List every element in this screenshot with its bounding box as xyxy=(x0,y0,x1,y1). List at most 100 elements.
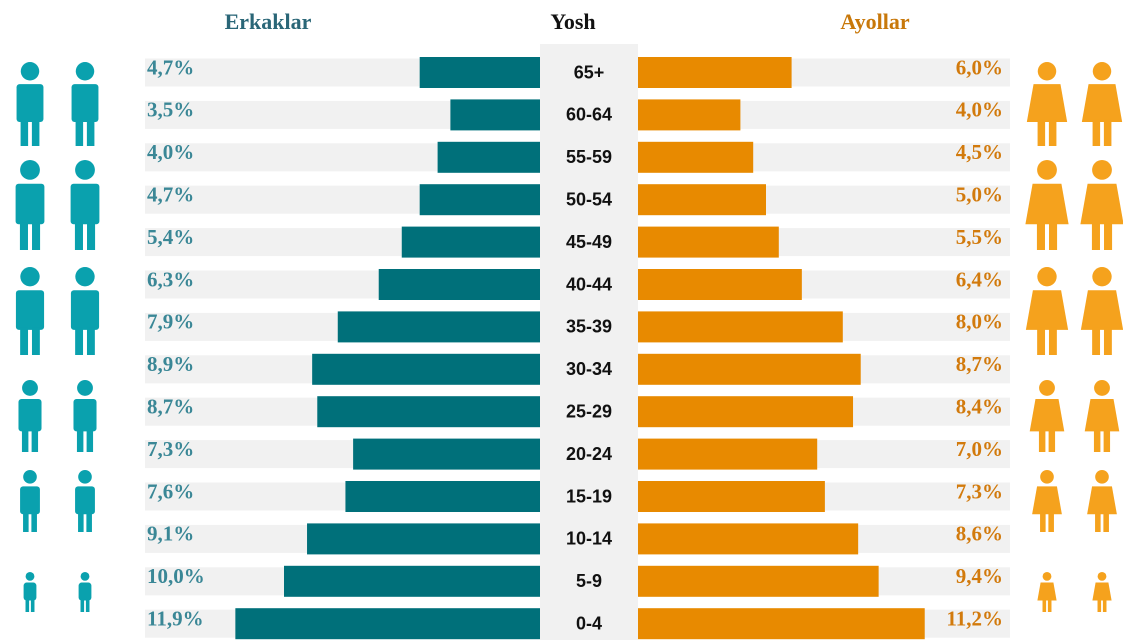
person-icon xyxy=(19,222,28,250)
person-icon xyxy=(15,290,45,330)
bar xyxy=(284,565,540,597)
person-icon xyxy=(70,290,100,330)
person-icon xyxy=(80,572,90,581)
person-icon xyxy=(1032,486,1062,515)
person-icon xyxy=(76,429,84,452)
person-icon xyxy=(23,470,37,484)
person-icon xyxy=(1092,267,1112,287)
bar xyxy=(345,481,540,512)
person-icon xyxy=(1103,119,1112,146)
person-icon xyxy=(20,119,29,146)
category-label: 25-29 xyxy=(566,401,612,421)
value-label: 7,3% xyxy=(956,479,1003,503)
person-icon xyxy=(1093,429,1101,452)
bar xyxy=(307,523,540,555)
person-icon xyxy=(1092,327,1101,355)
category-label: 20-24 xyxy=(566,444,612,464)
bar xyxy=(638,311,843,343)
person-icon xyxy=(86,327,95,355)
value-label: 8,0% xyxy=(956,310,1003,334)
person-icon xyxy=(1092,582,1112,601)
person-icon xyxy=(1047,598,1052,612)
person-icon xyxy=(1037,160,1057,180)
person-icon xyxy=(78,512,84,532)
person-icon xyxy=(1103,429,1111,452)
bar xyxy=(378,269,540,300)
person-icon xyxy=(75,486,95,515)
person-icon xyxy=(1048,119,1057,146)
value-label: 9,4% xyxy=(956,564,1003,588)
bar xyxy=(437,141,540,173)
person-icon xyxy=(1026,84,1068,122)
men-header: Erkaklar xyxy=(225,9,312,34)
person-icon xyxy=(23,582,37,601)
person-icon xyxy=(31,512,37,532)
category-label: 0-4 xyxy=(576,613,602,633)
person-icon xyxy=(1095,470,1109,484)
category-label: 5-9 xyxy=(576,571,602,591)
person-icon xyxy=(31,327,40,355)
age-header: Yosh xyxy=(550,9,595,34)
category-label: 55-59 xyxy=(566,147,612,167)
category-label: 30-34 xyxy=(566,359,612,379)
value-label: 6,3% xyxy=(147,267,194,291)
value-label: 11,2% xyxy=(946,607,1003,631)
person-icon xyxy=(75,327,84,355)
value-label: 8,6% xyxy=(956,522,1003,546)
value-label: 9,1% xyxy=(147,522,194,546)
bar xyxy=(419,57,540,88)
bar xyxy=(638,438,818,470)
value-label: 5,4% xyxy=(147,225,194,249)
category-label: 35-39 xyxy=(566,317,612,337)
value-label: 6,0% xyxy=(956,55,1003,79)
category-label: 50-54 xyxy=(566,189,612,209)
person-icon xyxy=(1094,380,1110,396)
person-icon xyxy=(1025,290,1069,330)
person-icon xyxy=(1092,119,1101,146)
person-icon xyxy=(18,399,42,432)
person-icon xyxy=(1084,399,1120,432)
person-icon xyxy=(21,429,29,452)
person-icon xyxy=(1103,327,1112,355)
bar xyxy=(353,438,540,470)
bar xyxy=(638,57,792,88)
category-label: 60-64 xyxy=(566,105,612,125)
bar xyxy=(638,481,825,512)
value-label: 8,4% xyxy=(956,395,1003,419)
person-icon xyxy=(75,119,84,146)
person-icon xyxy=(86,429,94,452)
person-icon xyxy=(22,380,38,396)
person-icon xyxy=(1049,222,1058,250)
value-label: 8,7% xyxy=(956,352,1003,376)
person-icon xyxy=(1048,327,1057,355)
value-label: 4,0% xyxy=(147,140,194,164)
person-icon xyxy=(1037,267,1057,287)
bar xyxy=(638,269,802,300)
person-icon xyxy=(1037,327,1046,355)
person-icon xyxy=(1037,62,1057,81)
value-label: 7,6% xyxy=(147,479,194,503)
person-icon xyxy=(30,598,35,612)
value-label: 7,0% xyxy=(956,437,1003,461)
person-icon xyxy=(85,598,90,612)
value-label: 8,9% xyxy=(147,352,194,376)
person-icon xyxy=(1037,119,1046,146)
value-label: 5,5% xyxy=(956,225,1003,249)
value-label: 7,3% xyxy=(147,437,194,461)
person-icon xyxy=(20,267,40,287)
person-icon xyxy=(1080,290,1123,330)
person-icon xyxy=(78,470,92,484)
value-label: 4,7% xyxy=(147,183,194,207)
bar xyxy=(638,396,854,428)
person-icon xyxy=(16,84,44,122)
person-icon xyxy=(1081,84,1123,122)
person-icon xyxy=(20,62,40,81)
women-header: Ayollar xyxy=(840,9,909,34)
person-icon xyxy=(86,119,95,146)
category-label: 45-49 xyxy=(566,232,612,252)
person-icon xyxy=(75,267,95,287)
bar xyxy=(638,608,925,640)
person-icon xyxy=(1025,183,1069,225)
person-icon xyxy=(1037,582,1057,601)
